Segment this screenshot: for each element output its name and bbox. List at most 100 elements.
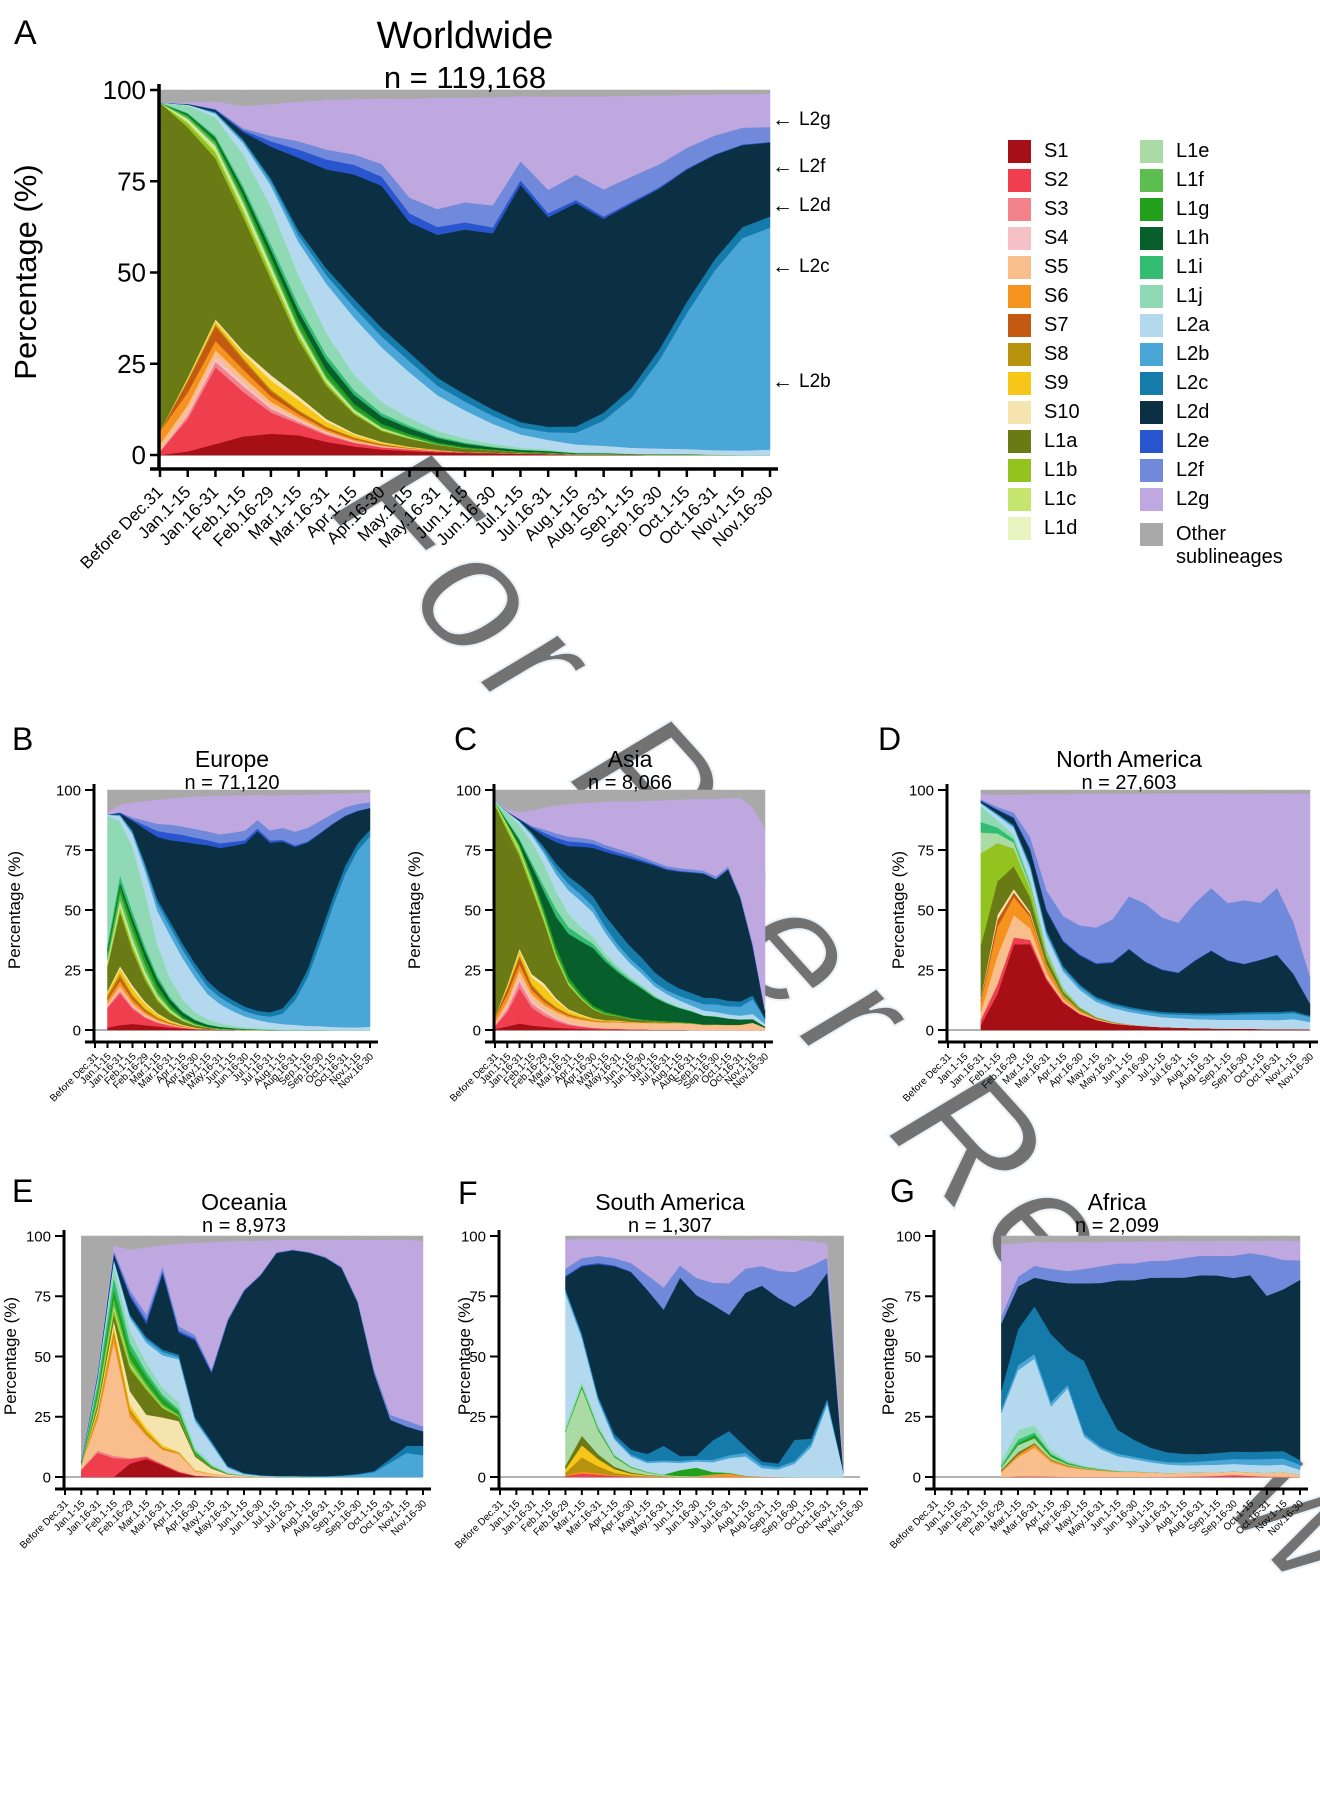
legend-swatch-S6 (1008, 285, 1031, 308)
panel-oceania: 0 25 50 75 100 Before Dec.31 Jan.1-15 Jan.16-31… (0, 1160, 450, 1680)
legend-swatch-L2b (1140, 343, 1163, 366)
annotation-label: L2g (799, 109, 831, 130)
legend-swatch-L2a (1140, 314, 1163, 337)
y-tick-label: 0 (478, 1469, 486, 1486)
y-tick-label: 50 (904, 1349, 921, 1366)
legend-label-S10: S10 (1044, 401, 1080, 423)
legend-label-L2f: L2f (1176, 459, 1204, 481)
annotation-L2d: ← L2d (772, 195, 831, 216)
y-tick-label: 100 (103, 75, 146, 105)
y-axis-title: Percentage (%) (405, 851, 424, 969)
legend-swatch-S10 (1008, 401, 1031, 424)
legend-swatch-Other (1140, 523, 1163, 546)
legend: S1 L1e S2 L1f S3 L1g S4 L1h S5 L1i S6 L1j S7 L2a S8 L2b… (1008, 140, 1283, 568)
y-tick-label: 0 (926, 1022, 934, 1039)
panel-europe: 0 25 50 75 100 Before Dec.31 Jan.1-15 Jan.16-31… (0, 620, 390, 1165)
legend-label-other-line1: Other (1176, 523, 1227, 545)
legend-label-S7: S7 (1044, 314, 1069, 336)
legend-swatch-L1h (1140, 227, 1163, 250)
y-tick-label: 0 (73, 1022, 81, 1039)
area-Other (565, 1235, 844, 1465)
legend-label-L1h: L1h (1176, 227, 1210, 249)
y-tick-label: 0 (473, 1022, 481, 1039)
y-tick-label: 25 (34, 1409, 51, 1426)
y-tick-label: 75 (64, 842, 81, 859)
area-Other (81, 1235, 424, 1459)
legend-swatch-S2 (1008, 169, 1031, 192)
panel-sample-size: n = 1,307 (628, 1215, 712, 1237)
y-tick-label: 100 (461, 1228, 486, 1245)
legend-swatch-L2f (1140, 459, 1163, 482)
panel-letter: E (12, 1173, 33, 1209)
panel-letter: G (890, 1173, 915, 1209)
y-axis-title: Percentage (%) (889, 851, 908, 969)
panel-south-america: 0 25 50 75 100 Before Dec.31 Jan.1-15 Jan.16-31… (450, 1160, 880, 1680)
legend-label-S8: S8 (1044, 343, 1069, 365)
y-tick-label: 50 (464, 902, 481, 919)
legend-label-L2c: L2c (1176, 372, 1209, 394)
legend-swatch-S5 (1008, 256, 1031, 279)
legend-label-S6: S6 (1044, 285, 1069, 307)
legend-swatch-S8 (1008, 343, 1031, 366)
legend-swatch-S7 (1008, 314, 1031, 337)
area-Other (1001, 1235, 1301, 1245)
legend-label-L1g: L1g (1176, 198, 1210, 220)
area-Other (107, 789, 371, 813)
legend-swatch-L2d (1140, 401, 1163, 424)
y-tick-label: 25 (917, 962, 934, 979)
panel-sample-size: n = 8,066 (588, 772, 672, 794)
legend-label-L2d: L2d (1176, 401, 1210, 423)
legend-label-other-sublineages: Other sublineages (1176, 523, 1283, 568)
annotation-L2b: ← L2b (772, 371, 831, 392)
legend-swatch-L1j (1140, 285, 1163, 308)
panel-worldwide: 0 25 50 75 100 Before Dec.31 Jan.1-15 Jan.16-31… (0, 0, 880, 618)
legend-swatch-L1i (1140, 256, 1163, 279)
y-tick-label: 100 (909, 782, 934, 799)
legend-label-L1e: L1e (1176, 140, 1210, 162)
legend-label-L1d: L1d (1044, 517, 1078, 539)
y-axis-title: Percentage (%) (5, 851, 24, 969)
legend-label-L2a: L2a (1176, 314, 1210, 336)
legend-swatch-L2g (1140, 488, 1163, 511)
legend-label-L1c: L1c (1044, 488, 1077, 510)
panel-sample-size: n = 8,973 (202, 1215, 286, 1237)
y-tick-label: 25 (469, 1409, 486, 1426)
annotation-L2g: ← L2g (772, 109, 831, 130)
panel-asia: 0 25 50 75 100 Before Dec.31 Jan.1-15 Jan.16-31… (390, 620, 870, 1165)
legend-swatch-L1d (1008, 517, 1031, 540)
y-tick-label: 0 (913, 1469, 921, 1486)
area-Other (494, 789, 766, 830)
legend-label-L2e: L2e (1176, 430, 1210, 452)
legend-label-S1: S1 (1044, 140, 1069, 162)
area-Other (980, 789, 1311, 796)
y-axis-title: Percentage (%) (1, 1297, 20, 1415)
y-tick-label: 75 (34, 1289, 51, 1306)
legend-swatch-S3 (1008, 198, 1031, 221)
legend-label-S4: S4 (1044, 227, 1069, 249)
panel-title: North America (1056, 746, 1202, 772)
legend-swatch-L1b (1008, 459, 1031, 482)
legend-swatch-L2e (1140, 430, 1163, 453)
legend-swatch-S9 (1008, 372, 1031, 395)
y-axis-title: Percentage (%) (8, 164, 43, 379)
panel-letter: B (12, 721, 33, 757)
legend-label-L1b: L1b (1044, 459, 1078, 481)
panel-title: South America (595, 1189, 745, 1215)
legend-label-other-line2: sublineages (1176, 546, 1283, 568)
panel-sample-size: n = 119,168 (384, 60, 546, 95)
legend-label-S5: S5 (1044, 256, 1069, 278)
panel-sample-size: n = 27,603 (1081, 772, 1176, 794)
panel-sample-size: n = 71,120 (184, 772, 279, 794)
annotation-L2c: ← L2c (772, 256, 830, 277)
left-arrow-icon: ← (772, 194, 793, 217)
panel-sample-size: n = 2,099 (1075, 1215, 1159, 1237)
annotation-label: L2f (799, 156, 826, 177)
y-tick-label: 25 (117, 349, 146, 379)
y-axis-title: Percentage (%) (880, 1297, 898, 1415)
panel-letter: D (878, 721, 901, 757)
